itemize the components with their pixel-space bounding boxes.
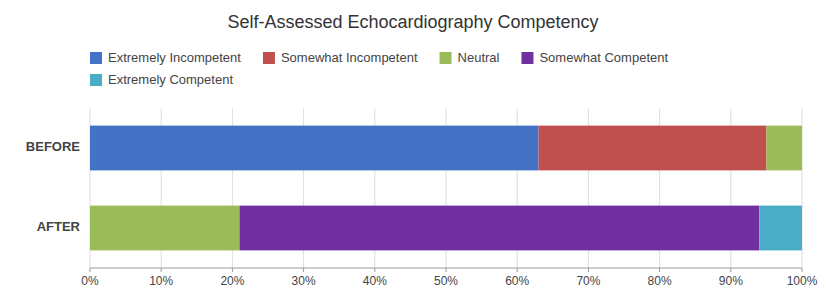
legend-swatch (521, 52, 533, 64)
tick-label: 80% (648, 274, 672, 288)
legend: Extremely Incompetent Somewhat Incompeten… (90, 50, 668, 87)
category-label: BEFORE (26, 139, 81, 154)
legend-label: Extremely Competent (108, 72, 233, 87)
tick-label: 60% (505, 274, 529, 288)
tick-mark (303, 268, 304, 272)
title: Self-Assessed Echocardiography Competenc… (227, 12, 598, 32)
tick-label: 90% (719, 274, 743, 288)
legend-item: Extremely Incompetent (90, 50, 241, 65)
tick-mark (659, 268, 660, 272)
tick-mark (232, 268, 233, 272)
legend-item: Extremely Competent (90, 72, 233, 87)
tick-mark (730, 268, 731, 272)
bar-segment (802, 126, 803, 171)
tick-mark (517, 268, 518, 272)
y-axis: BEFORE AFTER (26, 139, 81, 234)
bar-segment (90, 126, 539, 171)
tick-mark (374, 268, 375, 272)
tick-label: 10% (149, 274, 173, 288)
legend-swatch (90, 52, 102, 64)
legend-item: Neutral (440, 50, 500, 65)
tick-label: 50% (434, 274, 458, 288)
category-label: AFTER (37, 219, 81, 234)
bars (90, 126, 802, 251)
bar-segment (766, 126, 802, 171)
bar-segment (240, 206, 760, 251)
chart: Self-Assessed Echocardiography Competenc… (0, 0, 826, 307)
tick-mark (446, 268, 447, 272)
legend-label: Somewhat Competent (539, 50, 668, 65)
legend-swatch (90, 74, 102, 86)
tick-label: 30% (292, 274, 316, 288)
legend-label: Neutral (458, 50, 500, 65)
legend-swatch (440, 52, 452, 64)
bar-segment (802, 126, 803, 171)
legend-swatch (263, 52, 275, 64)
tick-mark (161, 268, 162, 272)
tick-mark (802, 268, 803, 272)
tick-mark (90, 268, 91, 272)
bar-segment (539, 126, 767, 171)
tick-mark (588, 268, 589, 272)
legend-item: Somewhat Competent (521, 50, 668, 65)
legend-item: Somewhat Incompetent (263, 50, 418, 65)
tick-label: 20% (220, 274, 244, 288)
legend-label: Extremely Incompetent (108, 50, 241, 65)
x-axis: 0% 10% 20% 30% 40% 50% 60% 70% 80% 90% 100% (81, 108, 817, 288)
tick-label: 40% (363, 274, 387, 288)
tick-label: 70% (576, 274, 600, 288)
tick-label: 100% (787, 274, 818, 288)
bar-segment (90, 206, 240, 251)
x-axis-line (90, 268, 802, 269)
bar-segment (759, 206, 802, 251)
tick-label: 0% (81, 274, 99, 288)
legend-label: Somewhat Incompetent (281, 50, 418, 65)
